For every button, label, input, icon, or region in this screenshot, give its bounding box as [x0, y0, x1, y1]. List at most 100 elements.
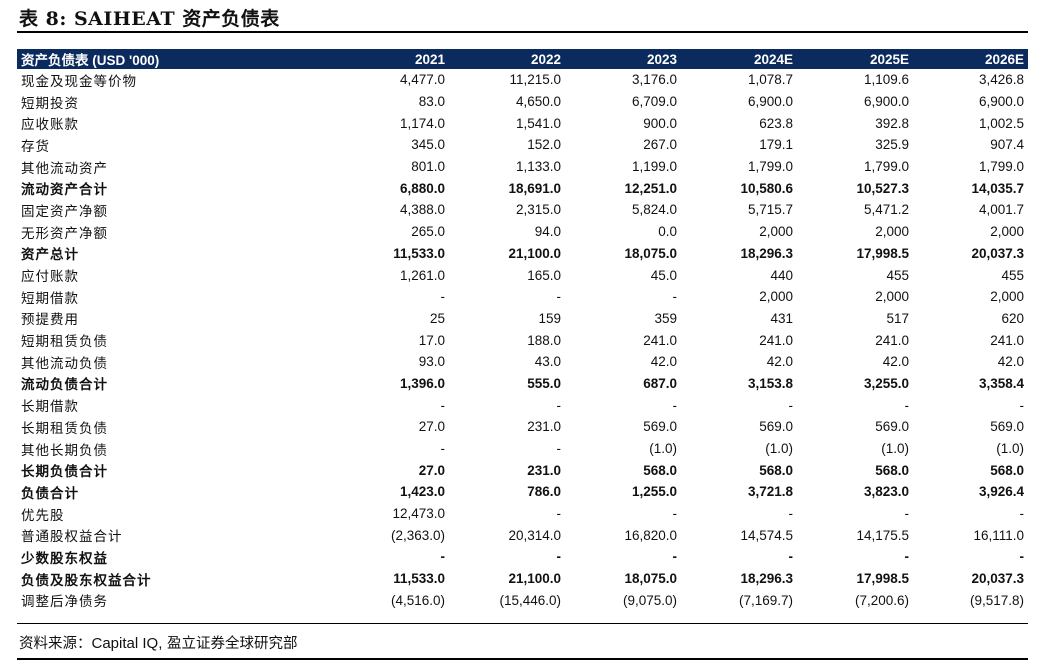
row-value: 42.0 — [882, 354, 909, 370]
row-value: - — [672, 397, 678, 413]
row-value: 165.0 — [527, 267, 561, 283]
row-value: (1.0) — [649, 441, 677, 457]
table-header-row: 资产负债表 (USD '000) 2021 2022 2023 2024E 2025E 20… — [17, 49, 1028, 69]
row-value: 10,580.6 — [740, 180, 793, 196]
row-value: 18,296.3 — [740, 571, 793, 587]
row-value: 241.0 — [875, 332, 909, 348]
row-value: 1,255.0 — [631, 484, 677, 500]
row-value: 0.0 — [658, 224, 677, 240]
row-label: 优先股 — [21, 507, 65, 524]
header-year: 2026E — [913, 49, 1028, 69]
row-value: 241.0 — [990, 332, 1024, 348]
row-value: - — [556, 506, 562, 522]
row-label: 长期租赁负债 — [21, 420, 108, 437]
row-value: 3,255.0 — [863, 375, 909, 391]
row-label: 负债及股东权益合计 — [21, 572, 152, 589]
row-value: 43.0 — [534, 354, 561, 370]
row-value: 188.0 — [527, 332, 561, 348]
row-value: - — [556, 289, 562, 305]
row-value: (9,517.8) — [969, 592, 1024, 608]
row-label: 短期租赁负债 — [21, 334, 108, 351]
row-value: 18,075.0 — [624, 571, 677, 587]
row-value: - — [788, 506, 794, 522]
row-value: 6,900.0 — [747, 94, 793, 110]
row-label: 负债合计 — [21, 485, 79, 502]
row-label: 应收账款 — [21, 117, 79, 134]
row-value: 568.0 — [990, 462, 1024, 478]
row-value: (1.0) — [765, 441, 793, 457]
table-body: 现金及现金等价物 4,477.0 11,215.0 3,176.0 1,078.7 1,1… — [17, 69, 1028, 611]
table-row: 负债合计 1,423.0 786.0 1,255.0 3,721.8 3,823.0 3,9… — [17, 481, 1028, 503]
row-value: 5,715.7 — [747, 202, 793, 218]
row-label: 长期借款 — [21, 399, 79, 416]
row-value: 1,109.6 — [863, 72, 909, 88]
source-prefix: 资料来源： — [19, 636, 92, 652]
row-value: 455 — [1001, 267, 1024, 283]
row-label: 无形资产净额 — [21, 225, 108, 242]
row-value: 231.0 — [527, 419, 561, 435]
row-value: 392.8 — [875, 115, 909, 131]
row-value: 14,574.5 — [740, 527, 793, 543]
row-value: 1,261.0 — [399, 267, 445, 283]
row-label: 资产总计 — [21, 247, 79, 264]
row-value: 18,296.3 — [740, 245, 793, 261]
row-value: 1,799.0 — [863, 159, 909, 175]
row-value: 16,820.0 — [624, 527, 677, 543]
row-value: 2,000 — [875, 289, 909, 305]
source-suffix: 盈立证券全球研究部 — [162, 636, 298, 652]
footer-rule — [17, 658, 1028, 660]
row-value: 42.0 — [766, 354, 793, 370]
row-value: 17,998.5 — [856, 245, 909, 261]
row-value: 3,176.0 — [631, 72, 677, 88]
row-value: (1.0) — [881, 441, 909, 457]
row-value: 12,473.0 — [392, 506, 445, 522]
row-value: 555.0 — [527, 375, 561, 391]
row-value: 359 — [654, 310, 677, 326]
table-row: 少数股东权益 - - - - - - — [17, 546, 1028, 568]
row-value: 1,133.0 — [515, 159, 561, 175]
row-value: 6,900.0 — [863, 94, 909, 110]
row-value: 12,251.0 — [624, 180, 677, 196]
row-value: 1,078.7 — [747, 72, 793, 88]
row-value: 1,174.0 — [399, 115, 445, 131]
row-value: 786.0 — [527, 484, 561, 500]
header-year: 2024E — [681, 49, 797, 69]
row-value: - — [556, 549, 562, 565]
row-value: 2,000 — [990, 289, 1024, 305]
row-label: 现金及现金等价物 — [21, 73, 137, 90]
balance-sheet-table: 资产负债表 (USD '000) 2021 2022 2023 2024E 2025E 20… — [17, 49, 1028, 611]
row-label: 预提费用 — [21, 312, 79, 329]
row-value: 2,000 — [990, 224, 1024, 240]
row-value: 20,037.3 — [971, 571, 1024, 587]
header-year: 2021 — [333, 49, 449, 69]
row-label: 普通股权益合计 — [21, 529, 123, 546]
row-value: 440 — [770, 267, 793, 283]
table-row: 预提费用 25 159 359 431 517 620 — [17, 308, 1028, 330]
row-value: (7,169.7) — [738, 592, 793, 608]
row-value: - — [440, 289, 446, 305]
row-value: 27.0 — [418, 462, 445, 478]
row-value: 179.1 — [759, 137, 793, 153]
row-value: 1,423.0 — [399, 484, 445, 500]
header-label: 资产负债表 (USD '000) — [17, 49, 333, 69]
row-value: 1,002.5 — [978, 115, 1024, 131]
row-value: 568.0 — [643, 462, 677, 478]
row-value: 16,111.0 — [973, 527, 1024, 543]
table-row: 资产总计 11,533.0 21,100.0 18,075.0 18,296.3 17,9… — [17, 243, 1028, 265]
table-row: 优先股 12,473.0 - - - - - — [17, 503, 1028, 525]
row-value: 455 — [886, 267, 909, 283]
row-value: 27.0 — [418, 419, 445, 435]
row-value: 14,035.7 — [971, 180, 1024, 196]
table-row: 短期借款 - - - 2,000 2,000 2,000 — [17, 286, 1028, 308]
table-row: 普通股权益合计 (2,363.0) 20,314.0 16,820.0 14,574.5… — [17, 524, 1028, 546]
row-value: - — [904, 506, 910, 522]
row-value: (2,363.0) — [390, 527, 445, 543]
row-value: 687.0 — [643, 375, 677, 391]
row-value: 241.0 — [759, 332, 793, 348]
row-value: 11,215.0 — [509, 72, 561, 88]
row-value: 1,799.0 — [747, 159, 793, 175]
table-row: 其他流动资产 801.0 1,133.0 1,199.0 1,799.0 1,799.0 1… — [17, 156, 1028, 178]
row-value: 17.0 — [418, 332, 445, 348]
row-value: 83.0 — [418, 94, 445, 110]
row-value: - — [904, 397, 910, 413]
